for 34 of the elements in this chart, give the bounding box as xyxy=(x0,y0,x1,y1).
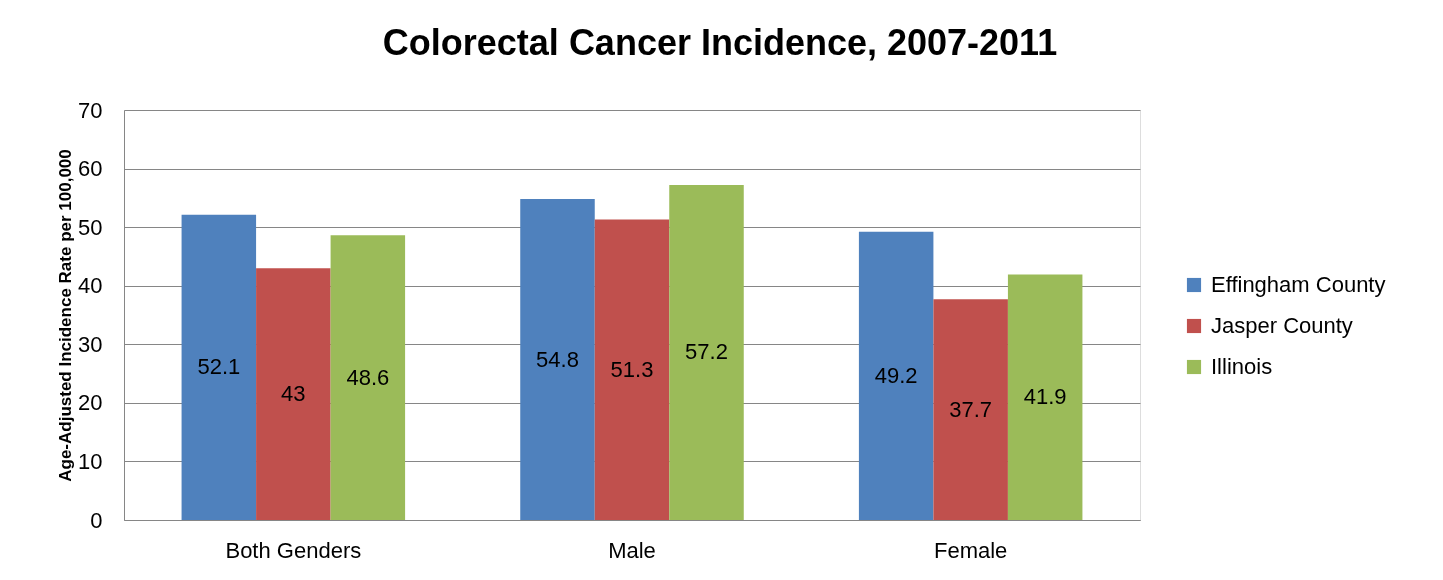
bar xyxy=(858,231,934,520)
y-tick-label: 30 xyxy=(78,331,103,357)
y-tick-label: 60 xyxy=(78,156,103,182)
legend-label: Effingham County xyxy=(1211,272,1386,297)
bar xyxy=(594,219,670,520)
x-tick-label: Both Genders xyxy=(225,537,362,563)
data-label: 43 xyxy=(281,381,306,407)
data-label: 57.2 xyxy=(685,339,728,365)
data-label: 37.7 xyxy=(949,396,993,422)
bar xyxy=(181,214,257,520)
y-tick-label: 50 xyxy=(78,214,103,240)
legend-label: Jasper County xyxy=(1211,313,1353,338)
y-tick-label: 40 xyxy=(78,273,103,299)
bar xyxy=(933,299,1008,520)
chart-title: Colorectal Cancer Incidence, 2007-2011 xyxy=(382,22,1058,63)
data-label: 49.2 xyxy=(874,362,918,388)
x-tick-label: Male xyxy=(608,537,656,563)
bar xyxy=(669,184,744,520)
data-label: 52.1 xyxy=(197,354,241,380)
x-tick-label: Female xyxy=(933,537,1008,563)
data-label: 54.8 xyxy=(536,346,579,372)
data-label: 41.9 xyxy=(1023,384,1067,410)
data-label: 48.6 xyxy=(346,364,390,390)
bar xyxy=(330,235,406,520)
y-axis-title: Age-Adjusted Incidence Rate per 100,000 xyxy=(56,149,76,482)
y-tick-label: 70 xyxy=(78,97,103,123)
y-tick-label: 10 xyxy=(78,448,103,474)
y-tick-label: 0 xyxy=(90,507,103,533)
bar xyxy=(520,199,595,520)
bar xyxy=(256,268,331,520)
y-tick-label: 20 xyxy=(78,390,103,416)
data-label: 51.3 xyxy=(610,356,654,382)
bar xyxy=(1007,274,1083,520)
legend-label: Illinois xyxy=(1211,354,1273,379)
